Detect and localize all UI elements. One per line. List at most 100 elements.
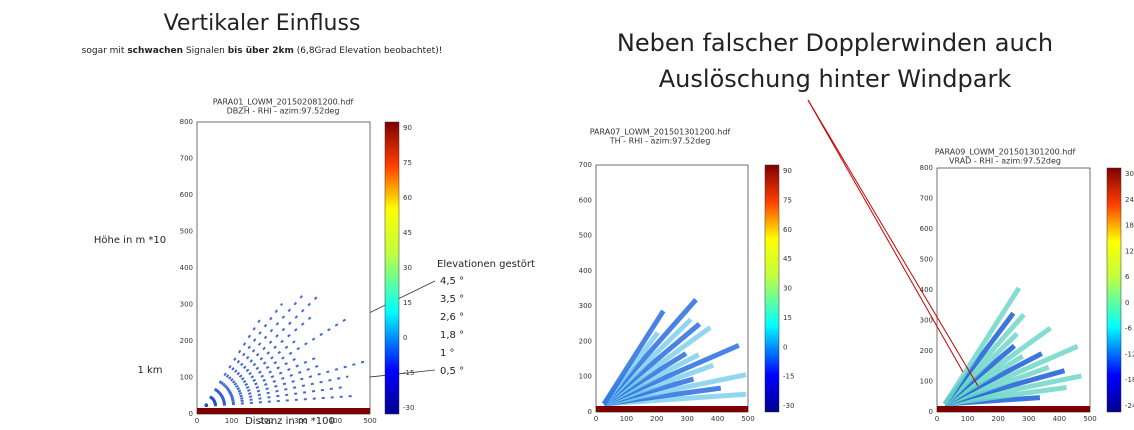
subtitle-part: Signalen	[183, 46, 228, 56]
x-tick-label: 0	[195, 417, 199, 425]
y-tick-label: 600	[579, 196, 592, 204]
x-tick-label: 300	[681, 415, 694, 423]
ground-clutter	[197, 408, 370, 414]
colorbar-tick-label: 0	[403, 334, 407, 342]
x-tick-label: 300	[294, 417, 307, 425]
y-tick-label: 400	[579, 267, 592, 275]
x-tick-label: 0	[935, 415, 939, 423]
colorbar-tick-label: 15	[403, 299, 412, 307]
elevation-item: 3,5 °	[440, 294, 464, 305]
plot-title: VRAD - RHI - azim:97.52deg	[949, 157, 1061, 166]
colorbar-tick-label: -15	[783, 373, 794, 381]
elevation-item: 1,8 °	[440, 330, 464, 341]
elevation-item: 4,5 °	[440, 276, 464, 287]
y-tick-label: 200	[180, 337, 193, 345]
left-subtitle: sogar mit schwachen Signalen bis über 2k…	[82, 46, 443, 56]
plots: PARA01_LOWM_201502081200.hdfDBZH - RHI -…	[180, 98, 1134, 426]
x-tick-label: 500	[1083, 415, 1096, 423]
subtitle-part: bis über 2km	[228, 46, 294, 56]
colorbar-tick-label: 0	[1125, 299, 1129, 307]
y-tick-label: 500	[920, 256, 933, 264]
y-tick-label: 400	[920, 286, 933, 294]
colorbar-tick-label: 6	[1125, 273, 1130, 281]
colorbar-tick-label: 18	[1125, 222, 1134, 230]
elevation-item: 0,5 °	[440, 366, 464, 377]
elevation-list: 4,5 ° 3,5 ° 2,6 ° 1,8 ° 1 ° 0,5 °	[440, 276, 464, 377]
colorbar-tick-label: -6	[1125, 325, 1133, 333]
y-tick-label: 600	[180, 191, 193, 199]
plot: PARA07_LOWM_201501301200.hdfTH - RHI - a…	[579, 128, 795, 424]
x-tick-label: 0	[594, 415, 598, 423]
y-tick-label: 400	[180, 264, 193, 272]
plot-title: TH - RHI - azim:97.52deg	[609, 137, 711, 146]
y-tick-label: 100	[920, 378, 933, 386]
y-tick-label: 700	[579, 161, 592, 169]
colorbar	[765, 165, 779, 412]
ground-clutter	[596, 406, 748, 412]
elevation-title: Elevationen gestört	[437, 259, 535, 270]
y-tick-label: 200	[579, 337, 592, 345]
colorbar-tick-label: 75	[403, 159, 412, 167]
colorbar-tick-label: 30	[403, 264, 412, 272]
x-tick-label: 400	[711, 415, 724, 423]
x-tick-label: 200	[260, 417, 273, 425]
y-tick-label: 0	[189, 410, 193, 418]
colorbar-tick-label: -18	[1125, 376, 1134, 384]
x-tick-label: 300	[1022, 415, 1035, 423]
elevation-item: 2,6 °	[440, 312, 464, 323]
x-tick-label: 200	[650, 415, 663, 423]
y-tick-label: 700	[180, 155, 193, 163]
y-tick-label: 800	[180, 118, 193, 126]
y-tick-label: 600	[920, 225, 933, 233]
x-tick-label: 500	[363, 417, 376, 425]
subtitle-part: sogar mit	[82, 46, 128, 56]
x-tick-label: 400	[1053, 415, 1066, 423]
y-tick-label: 500	[579, 232, 592, 240]
x-tick-label: 100	[225, 417, 238, 425]
x-tick-label: 100	[961, 415, 974, 423]
elevation-item: 1 °	[440, 348, 455, 359]
x-tick-label: 100	[620, 415, 633, 423]
colorbar-tick-label: 90	[403, 124, 412, 132]
page: {"left_heading": {"title": "Vertikaler E…	[0, 0, 1134, 426]
plot-area	[197, 122, 370, 414]
colorbar-tick-label: 30	[1125, 170, 1134, 178]
colorbar-tick-label: 24	[1125, 196, 1134, 204]
colorbar	[1107, 168, 1121, 412]
y-tick-label: 200	[920, 347, 933, 355]
y-tick-label: 500	[180, 228, 193, 236]
subtitle-part: schwachen	[127, 46, 183, 56]
colorbar-tick-label: 75	[783, 196, 792, 204]
y-tick-label: 0	[929, 408, 933, 416]
colorbar-tick-label: 30	[783, 285, 792, 293]
colorbar-tick-label: -24	[1125, 402, 1134, 410]
subtitle-part: (6,8Grad Elevation beobachtet)!	[294, 46, 442, 56]
x-tick-label: 500	[741, 415, 754, 423]
y-tick-label: 300	[180, 301, 193, 309]
ground-clutter	[937, 406, 1090, 412]
right-title-line: Neben falscher Dopplerwinden auch	[617, 29, 1053, 57]
y-tick-label: 100	[180, 374, 193, 382]
colorbar-tick-label: -12	[1125, 350, 1134, 358]
y-tick-label: 700	[920, 195, 933, 203]
colorbar	[385, 122, 399, 414]
y-axis-label: Höhe in m *10	[94, 235, 166, 246]
x-tick-label: 200	[992, 415, 1005, 423]
km-label: 1 km	[137, 365, 162, 376]
y-tick-label: 300	[920, 317, 933, 325]
plot-title: PARA09_LOWM_201501301200.hdf	[935, 148, 1076, 157]
colorbar-tick-label: 45	[783, 255, 792, 263]
colorbar-tick-label: 0	[783, 343, 787, 351]
colorbar-tick-label: 60	[783, 226, 792, 234]
plot-title: PARA01_LOWM_201502081200.hdf	[213, 98, 354, 107]
y-tick-label: 100	[579, 373, 592, 381]
right-title-line: Auslöschung hinter Windpark	[659, 65, 1012, 93]
colorbar-tick-label: 45	[403, 229, 412, 237]
slide: Vertikaler Einfluss sogar mit schwachen …	[0, 0, 1134, 426]
y-tick-label: 800	[920, 164, 933, 172]
colorbar-tick-label: 90	[783, 167, 792, 175]
colorbar-tick-label: -15	[403, 369, 414, 377]
colorbar-tick-label: 15	[783, 314, 792, 322]
y-tick-label: 0	[588, 408, 592, 416]
colorbar-tick-label: -30	[403, 404, 414, 412]
